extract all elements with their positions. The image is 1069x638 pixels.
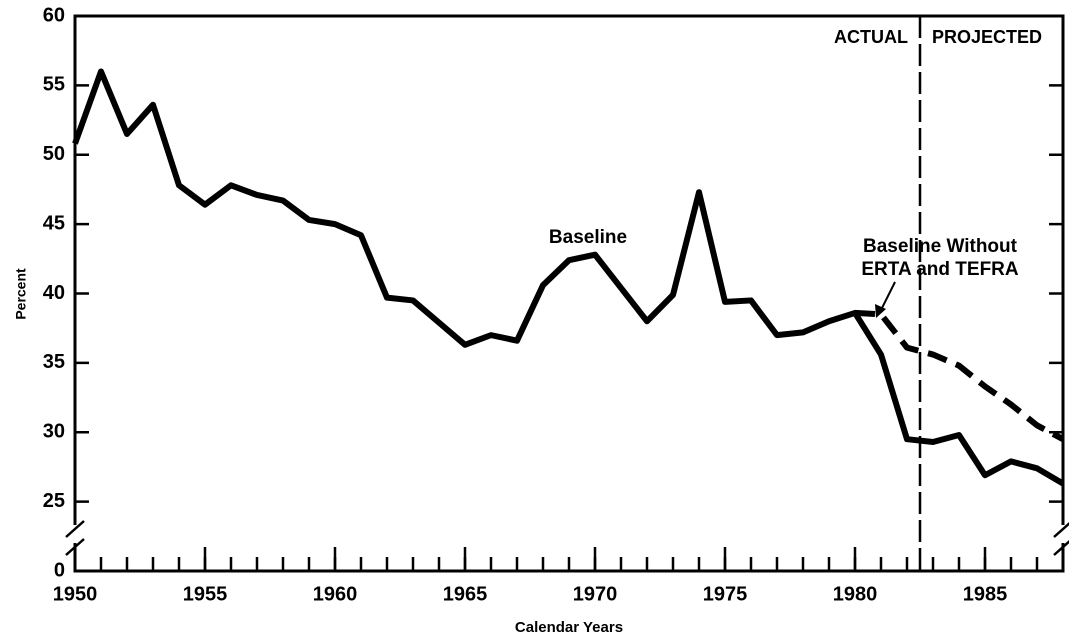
divider-label: ACTUAL bbox=[834, 27, 908, 47]
y-tick-label: 50 bbox=[43, 143, 65, 165]
y-tick-label: 0 bbox=[54, 559, 65, 581]
x-tick-label: 1985 bbox=[963, 583, 1008, 605]
x-tick-label: 1980 bbox=[833, 583, 878, 605]
axis-break bbox=[1053, 539, 1069, 556]
y-tick-label: 25 bbox=[43, 490, 65, 512]
annotation-arrow bbox=[879, 281, 896, 313]
y-tick-label: 55 bbox=[43, 74, 65, 96]
annotation: Baseline bbox=[549, 227, 627, 248]
data-line bbox=[854, 309, 1065, 442]
divider-label: PROJECTED bbox=[932, 27, 1042, 47]
y-axis-label: Percent bbox=[13, 268, 29, 320]
axis-frame bbox=[73, 14, 1065, 525]
data-line bbox=[72, 68, 1065, 487]
annotation: ERTA and TEFRA bbox=[861, 259, 1019, 280]
x-tick-label: 1975 bbox=[703, 583, 748, 605]
x-tick-label: 1970 bbox=[573, 583, 618, 605]
y-tick-label: 40 bbox=[43, 282, 65, 304]
y-tick-label: 45 bbox=[43, 212, 65, 234]
y-tick-label: 30 bbox=[43, 421, 65, 443]
y-tick-label: 35 bbox=[43, 351, 65, 373]
annotation: Baseline Without bbox=[863, 236, 1018, 257]
x-tick-label: 1950 bbox=[53, 583, 98, 605]
y-tick-label: 60 bbox=[43, 4, 65, 26]
axis-break bbox=[65, 520, 85, 538]
axis-break bbox=[1053, 521, 1069, 538]
x-axis-label: Calendar Years bbox=[515, 619, 623, 636]
x-tick-label: 1960 bbox=[313, 583, 358, 605]
x-tick-label: 1955 bbox=[183, 583, 228, 605]
x-tick-label: 1965 bbox=[443, 583, 488, 605]
annotation-arrowhead bbox=[875, 304, 886, 318]
